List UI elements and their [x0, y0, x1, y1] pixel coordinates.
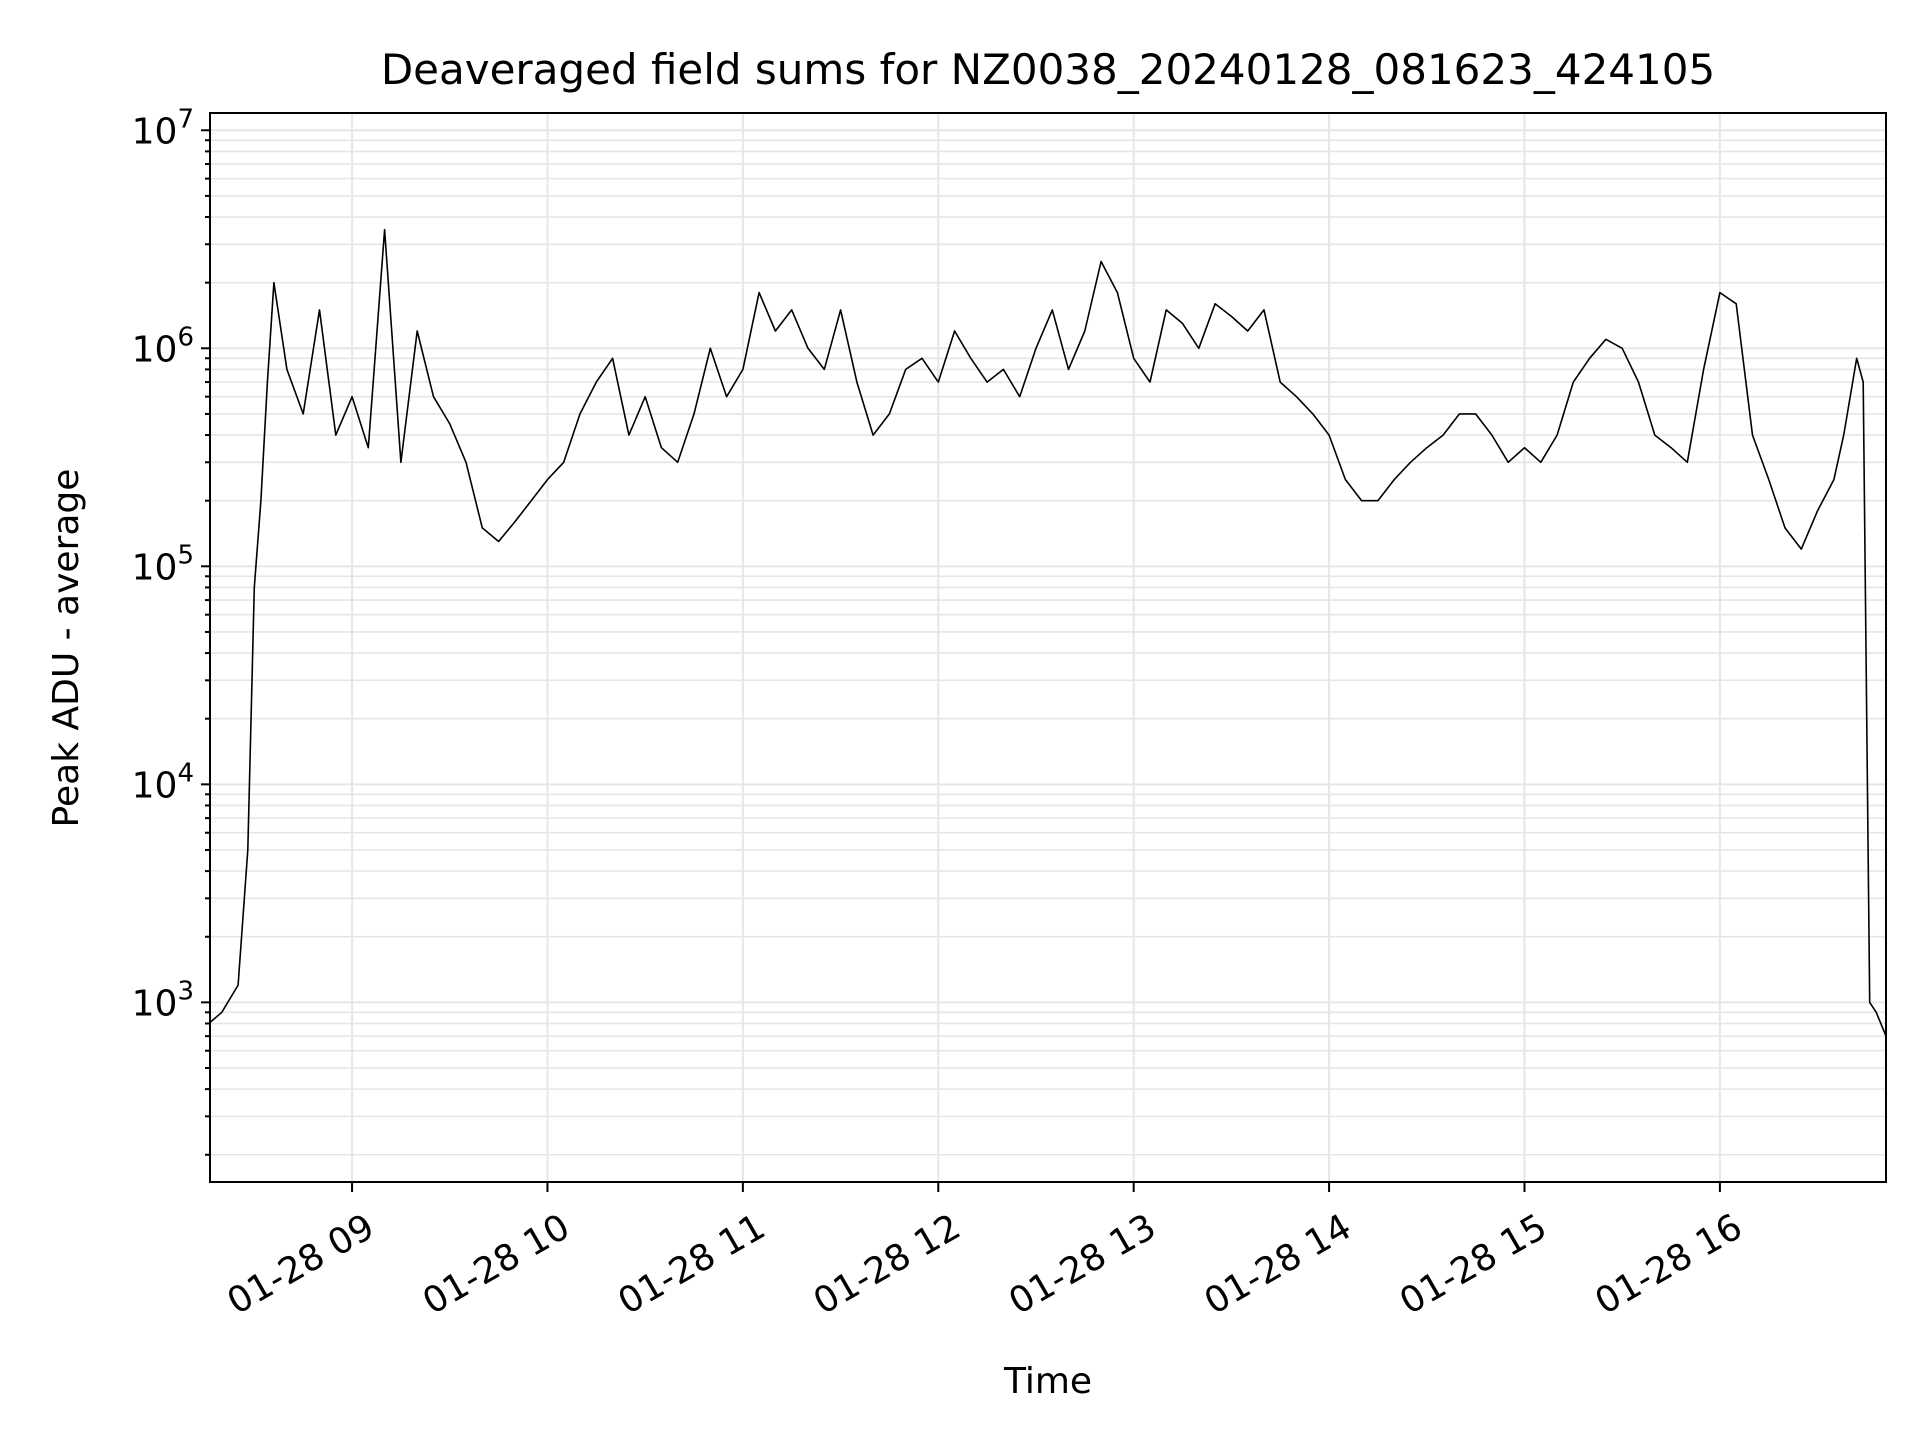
- series-layer: [208, 228, 1887, 1037]
- x-axis-label: Time: [1003, 1361, 1092, 1402]
- plot-frame: [209, 112, 1887, 1183]
- y-axis: 103 104 105 106 107: [132, 104, 210, 1156]
- y-tick-label: 107: [132, 104, 194, 152]
- grid: [210, 113, 1886, 1182]
- y-tick-label: 103: [132, 976, 194, 1024]
- y-tick-label: 105: [132, 540, 194, 588]
- y-tick-label: 106: [132, 322, 194, 370]
- series-line: [208, 228, 1887, 1037]
- chart-title: Deaveraged field sums for NZ0038_2024012…: [381, 45, 1715, 94]
- y-tick-label: 104: [132, 758, 194, 806]
- y-axis-label: Peak ADU - average: [46, 469, 87, 828]
